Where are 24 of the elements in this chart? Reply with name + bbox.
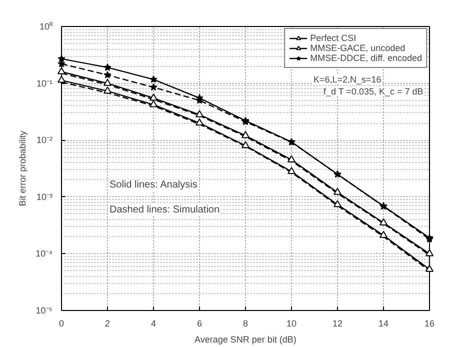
- y-axis-title: Bit error probability: [18, 130, 28, 206]
- annotation: K=6,L=2,N_s=16: [314, 74, 382, 84]
- y-tick-label: 10⁻⁵: [36, 306, 53, 316]
- y-tick-label: 10⁻²: [36, 135, 53, 146]
- x-tick-label: 6: [196, 318, 202, 328]
- legend-label: Perfect CSI: [310, 33, 356, 43]
- legend-label: MMSE-GACE, uncoded: [310, 43, 406, 53]
- x-tick-label: 10: [286, 318, 297, 328]
- x-tick-label: 0: [58, 318, 64, 328]
- x-tick-label: 8: [242, 318, 248, 328]
- x-tick-label: 14: [378, 318, 389, 328]
- y-tick-label: 10⁻³: [36, 192, 53, 202]
- legend-label: MMSE-DDCE, diff. encoded: [310, 53, 422, 63]
- x-axis-title: Average SNR per bit (dB): [194, 334, 296, 344]
- y-tick-label: 10⁻¹: [36, 78, 53, 88]
- y-tick-label: 10⁰: [39, 22, 53, 32]
- x-tick-label: 16: [424, 318, 435, 328]
- annotation: f_d T =0.035, K_c = 7 dB: [324, 86, 424, 96]
- x-tick-label: 4: [150, 318, 156, 328]
- x-tick-label: 2: [104, 318, 110, 328]
- y-tick-label: 10⁻⁴: [36, 248, 53, 259]
- annotation: Dashed lines: Simulation: [110, 204, 220, 216]
- annotation: Solid lines: Analysis: [110, 180, 198, 190]
- x-tick-label: 12: [332, 318, 343, 328]
